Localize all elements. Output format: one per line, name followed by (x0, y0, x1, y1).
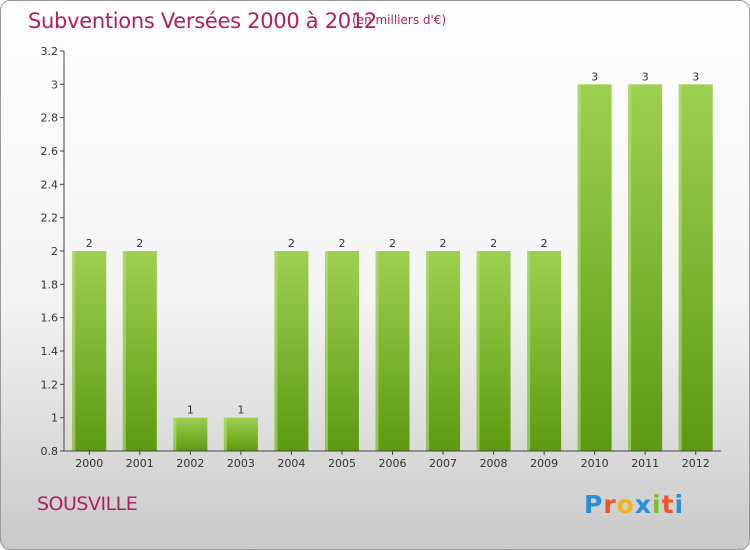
data-label-2010: 3 (591, 70, 598, 83)
x-tick-label-2002: 2002 (176, 457, 204, 470)
y-tick-label: 3 (51, 78, 58, 91)
y-tick-label: 2.8 (41, 112, 59, 125)
logo-letter: P (584, 490, 604, 519)
data-label-2011: 3 (642, 70, 649, 83)
commune-name: SOUSVILLE (37, 493, 138, 515)
bar-2000 (72, 251, 107, 451)
bar-2004 (274, 251, 309, 451)
data-label-2007: 2 (440, 237, 447, 250)
bar-2010 (577, 84, 612, 451)
logo-letter: i (674, 490, 685, 519)
bar-highlight-2009 (527, 251, 531, 451)
logo-letter: t (661, 490, 675, 519)
bar-2001 (122, 251, 157, 451)
y-tick-label: 1 (51, 412, 58, 425)
x-tick-label-2005: 2005 (328, 457, 356, 470)
data-label-2006: 2 (389, 237, 396, 250)
bar-highlight-2004 (274, 251, 278, 451)
data-label-2004: 2 (288, 237, 295, 250)
x-tick-label-2006: 2006 (379, 457, 407, 470)
y-tick-label: 2 (51, 245, 58, 258)
x-tick-label-2000: 2000 (75, 457, 103, 470)
bar-2003 (223, 417, 258, 451)
data-label-2000: 2 (86, 237, 93, 250)
y-tick-label: 3.2 (41, 45, 59, 58)
x-tick-label-2007: 2007 (429, 457, 457, 470)
data-label-2003: 1 (237, 404, 244, 417)
bar-2005 (324, 251, 359, 451)
bar-2006 (375, 251, 410, 451)
y-tick-label: 1.2 (41, 378, 59, 391)
logo-letter: x (634, 490, 652, 519)
x-axis-ticks: 2000 2001 2002 2003 2004 2005 2006 2007 2008 2009… (75, 451, 710, 470)
y-tick-label: 2.2 (41, 212, 59, 225)
data-label-2009: 2 (541, 237, 548, 250)
x-tick-label-2001: 2001 (126, 457, 154, 470)
bar-highlight-2010 (577, 84, 581, 451)
y-tick-label: 1.6 (41, 312, 59, 325)
bar-highlight-2006 (375, 251, 379, 451)
bar-2007 (426, 251, 461, 451)
data-label-2001: 2 (136, 237, 143, 250)
bar-highlight-2007 (426, 251, 430, 451)
data-label-2002: 1 (187, 404, 194, 417)
bar-2012 (678, 84, 713, 451)
bar-highlight-2003 (223, 417, 227, 451)
bar-highlight-2000 (72, 251, 76, 451)
chart-subtitle: (en milliers d'€) (352, 13, 447, 27)
bar-highlight-2011 (628, 84, 632, 451)
bars-group (72, 84, 713, 451)
x-tick-label-2008: 2008 (480, 457, 508, 470)
data-label-2005: 2 (338, 237, 345, 250)
x-tick-label-2009: 2009 (530, 457, 558, 470)
bar-2002 (173, 417, 208, 451)
y-tick-label: 1.4 (41, 345, 59, 358)
logo-letter: o (616, 490, 635, 519)
bar-highlight-2002 (173, 417, 177, 451)
y-tick-label: 2.6 (41, 145, 59, 158)
data-labels: 2 2 1 1 2 2 2 2 2 2 3 3 3 (86, 70, 699, 416)
bar-highlight-2008 (476, 251, 480, 451)
data-label-2008: 2 (490, 237, 497, 250)
x-tick-label-2004: 2004 (277, 457, 305, 470)
bar-highlight-2001 (122, 251, 126, 451)
x-tick-label-2010: 2010 (581, 457, 609, 470)
y-tick-label: 2.4 (41, 178, 59, 191)
logo-letter: r (603, 490, 617, 519)
bar-highlight-2012 (678, 84, 682, 451)
data-label-2012: 3 (692, 70, 699, 83)
y-tick-label: 0.8 (41, 445, 59, 458)
proxiti-logo: Proxiti (584, 490, 684, 519)
logo-letter: i (652, 490, 662, 519)
bar-2009 (527, 251, 562, 451)
bar-2011 (628, 84, 663, 451)
bar-2008 (476, 251, 511, 451)
x-tick-label-2011: 2011 (631, 457, 659, 470)
x-tick-label-2003: 2003 (227, 457, 255, 470)
bar-highlight-2005 (324, 251, 328, 451)
chart-title: Subventions Versées 2000 à 2012 (28, 9, 377, 33)
x-tick-label-2012: 2012 (682, 457, 710, 470)
y-tick-label: 1.8 (41, 278, 59, 291)
y-axis-ticks: 0.8 1 1.2 1.4 1.6 1.8 2 2.2 2.4 2.6 2.8 3 3.2 (41, 45, 64, 458)
